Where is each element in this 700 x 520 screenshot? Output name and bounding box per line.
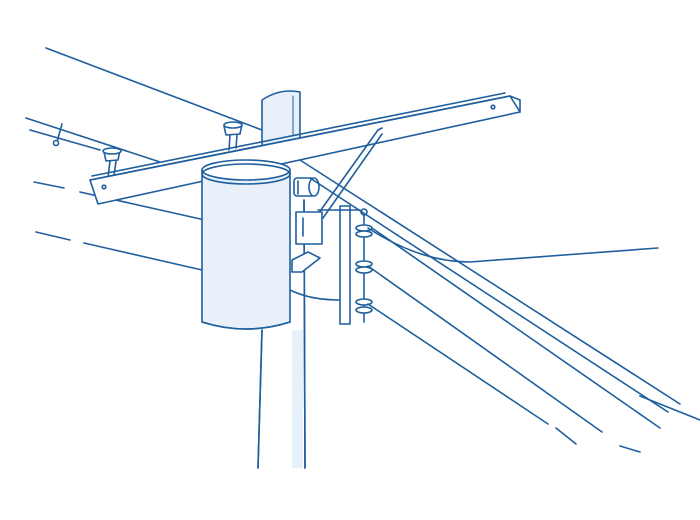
wire: [367, 265, 603, 433]
wire: [619, 445, 641, 453]
spool-insulator-icon: [355, 224, 373, 238]
bushing: [293, 177, 320, 197]
wire: [35, 231, 71, 241]
rack-rail: [339, 205, 351, 325]
pole-top: [261, 90, 301, 151]
insulator-rack: [317, 205, 373, 325]
diagonal-brace: [317, 127, 383, 219]
transformer: [201, 159, 291, 330]
bolt-icon: [101, 184, 107, 190]
wire: [371, 227, 661, 429]
wire: [309, 177, 669, 413]
insulator-icon: [102, 147, 122, 179]
crossarm-edge-top: [91, 92, 506, 177]
wire: [367, 303, 549, 425]
lower-bracket: [289, 289, 341, 301]
wire: [25, 117, 161, 163]
pole-shade: [292, 330, 303, 468]
bracket-arm: [291, 251, 321, 273]
brace-cap: [377, 127, 383, 131]
transformer-body: [201, 169, 291, 330]
bracket-plate: [295, 211, 323, 245]
insulator-icon: [223, 121, 243, 151]
crossarm-insulators: [52, 121, 243, 179]
bolt-icon: [490, 104, 496, 110]
service-wires-right: [299, 159, 700, 453]
pole-edge-left: [257, 329, 263, 469]
mounting-bracket: [289, 211, 341, 301]
wire: [33, 181, 65, 189]
brace-line: [317, 129, 379, 215]
wire: [83, 242, 203, 271]
transformer-lid: [201, 159, 291, 181]
wire: [299, 159, 681, 405]
crossarm-edge: [509, 95, 521, 101]
wire: [555, 427, 577, 445]
wire: [639, 395, 700, 421]
wire: [45, 47, 263, 131]
wire: [29, 129, 101, 151]
crossarm: [89, 92, 521, 205]
brace-line: [322, 133, 383, 219]
crossarm-top: [89, 95, 511, 181]
transformer-lid-rim: [201, 163, 291, 185]
transformer-bottom: [201, 321, 291, 330]
insulator-icon: [52, 123, 63, 147]
wire: [367, 227, 659, 263]
